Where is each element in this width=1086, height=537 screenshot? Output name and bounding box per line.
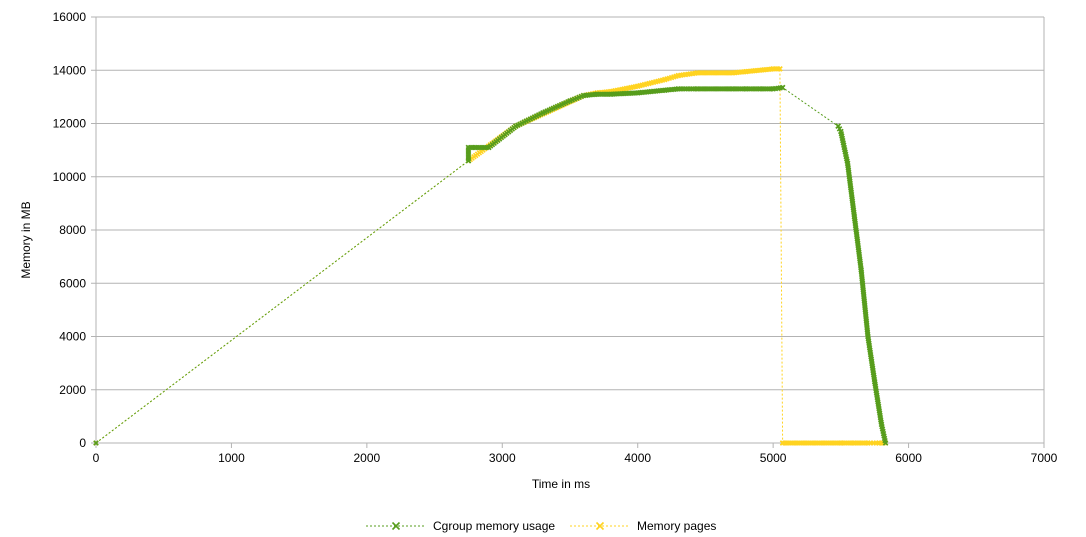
legend-marker-cgroup — [391, 521, 401, 531]
y-tick-label: 4000 — [59, 330, 86, 344]
x-tick-label: 0 — [93, 451, 100, 465]
legend-item-cgroup: Cgroup memory usage — [366, 519, 555, 533]
legend-x-pages — [595, 521, 605, 531]
x-tick-label: 3000 — [489, 451, 516, 465]
data-point-cgroup — [779, 84, 786, 91]
legend-label-cgroup: Cgroup memory usage — [433, 519, 555, 533]
x-tick-label: 1000 — [218, 451, 245, 465]
y-tick-label: 2000 — [59, 383, 86, 397]
y-tick-label: 12000 — [53, 117, 87, 131]
y-tick-labels: 0 2000 4000 6000 8000 10000 12000 14000 16000 — [53, 10, 87, 450]
data-point-cgroup — [882, 440, 889, 446]
x-axis-title: Time in ms — [532, 477, 590, 491]
y-tick-label: 6000 — [59, 276, 86, 290]
legend-item-pages: Memory pages — [570, 519, 716, 533]
legend: Cgroup memory usage Memory pages — [366, 519, 716, 533]
x-tick-label: 7000 — [1031, 451, 1058, 465]
y-tick-label: 10000 — [53, 170, 87, 184]
series-line-pages — [95, 68, 886, 444]
axes — [91, 16, 1045, 448]
data-point-cgroup — [93, 440, 99, 446]
legend-x-cgroup — [391, 521, 401, 531]
y-axis-title: Memory in MB — [19, 201, 33, 278]
y-tick-label: 0 — [79, 436, 86, 450]
y-tick-label: 8000 — [59, 223, 86, 237]
data-point-pages — [777, 66, 783, 72]
x-tick-label: 4000 — [624, 451, 651, 465]
x-tick-labels: 0 1000 2000 3000 4000 5000 6000 7000 — [93, 451, 1058, 465]
x-tick-label: 2000 — [354, 451, 381, 465]
legend-label-pages: Memory pages — [637, 519, 716, 533]
legend-marker-pages — [595, 521, 605, 531]
series-layer — [93, 66, 889, 446]
y-tick-label: 16000 — [53, 10, 87, 24]
y-tick-label: 14000 — [53, 63, 87, 77]
grid-lines — [96, 16, 1044, 444]
series-cgroup — [93, 84, 889, 446]
x-tick-label: 6000 — [895, 451, 922, 465]
x-tick-label: 5000 — [760, 451, 787, 465]
